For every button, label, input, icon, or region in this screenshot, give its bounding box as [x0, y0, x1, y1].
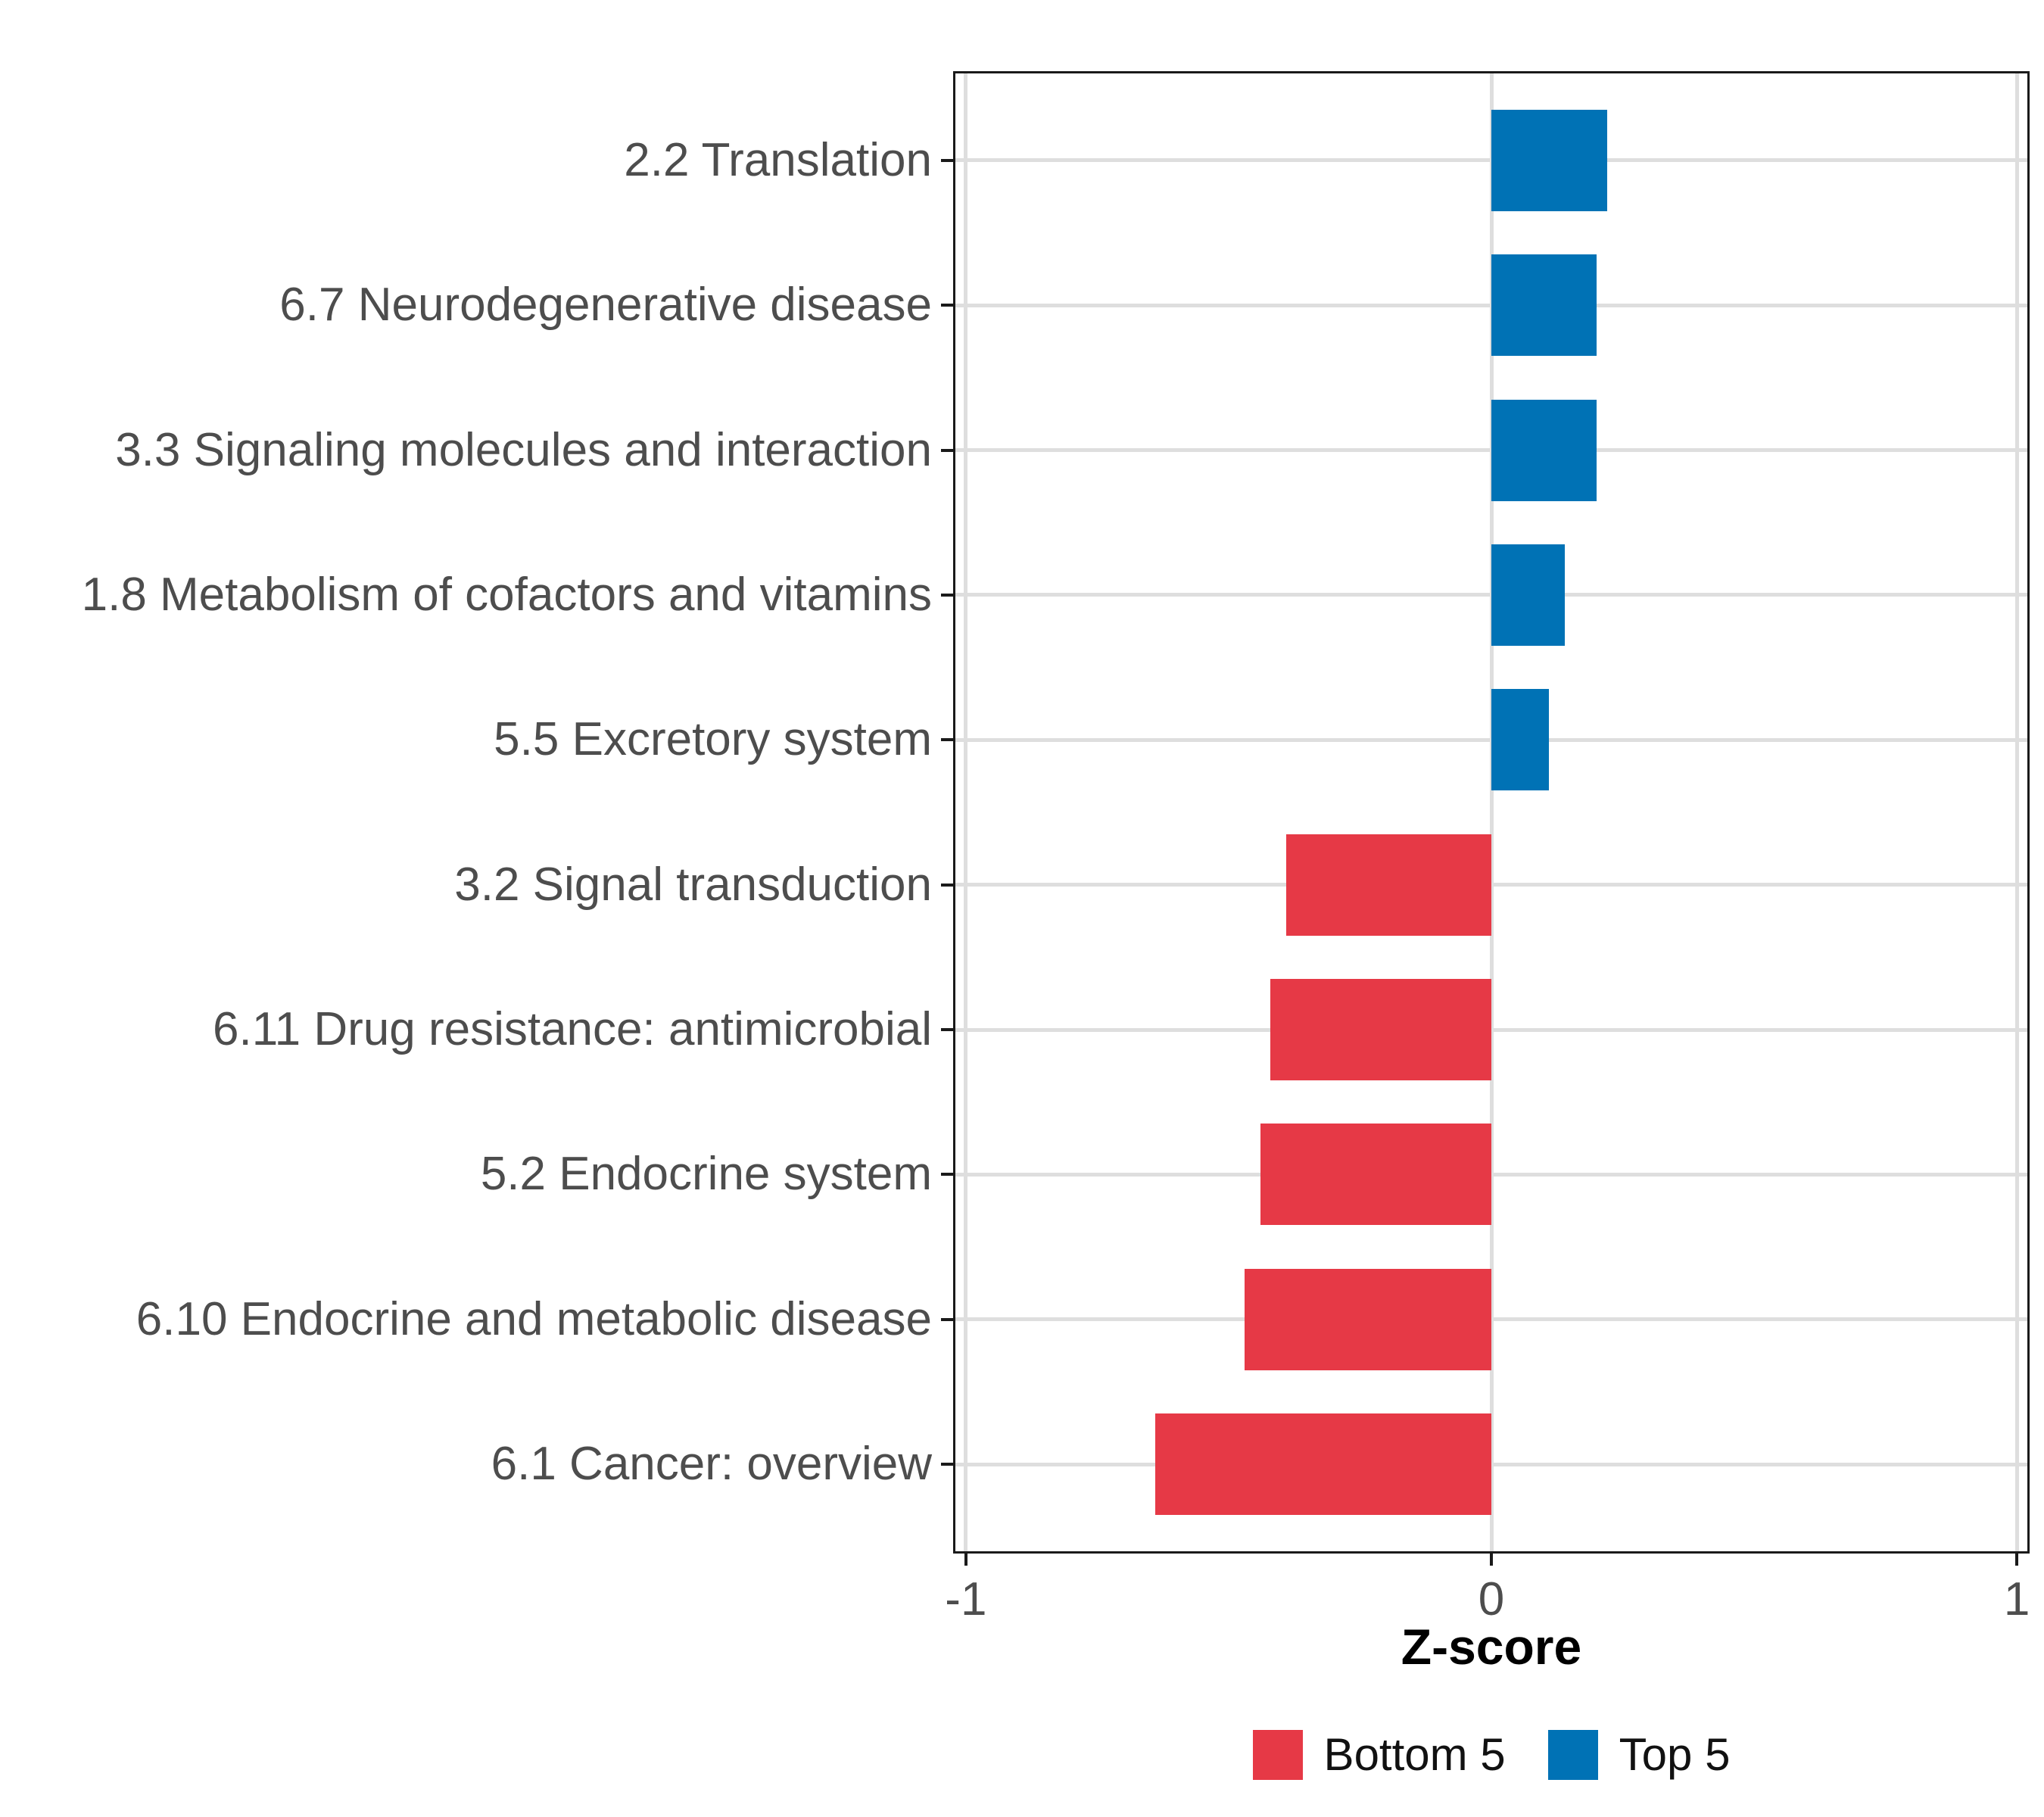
bar-6 — [1270, 979, 1491, 1081]
legend: Bottom 5 Top 5 — [953, 1728, 2030, 1781]
bar-0 — [1491, 109, 1607, 211]
legend-label-bottom5: Bottom 5 — [1323, 1729, 1506, 1780]
legend-item-top-5: Top 5 — [1547, 1729, 1731, 1780]
h-gridline-9 — [955, 1462, 2027, 1466]
v-gridline-0 — [1489, 73, 1494, 1551]
x-tick-mark-0 — [1490, 1554, 1493, 1566]
y-tick-mark-6 — [941, 1028, 953, 1032]
plot-panel — [953, 71, 2030, 1554]
legend-item-bottom-5: Bottom 5 — [1252, 1729, 1506, 1780]
y-axis-label-6: 6.11 Drug resistance: antimicrobial — [213, 1003, 932, 1056]
y-tick-mark-1 — [941, 304, 953, 307]
y-tick-mark-0 — [941, 158, 953, 162]
v-gridline-1 — [2014, 73, 2019, 1551]
y-axis-label-2: 3.3 Signaling molecules and interaction — [115, 423, 932, 476]
y-axis-label-1: 6.7 Neurodegenerative disease — [279, 279, 932, 332]
y-axis-label-9: 6.1 Cancer: overview — [491, 1438, 932, 1491]
y-axis-label-0: 2.2 Translation — [624, 133, 932, 186]
bar-3 — [1491, 544, 1566, 646]
v-gridline--1 — [964, 73, 968, 1551]
x-axis-title: Z-score — [1401, 1619, 1582, 1675]
x-tick-label-0: 0 — [1478, 1573, 1505, 1625]
y-tick-mark-9 — [941, 1463, 953, 1466]
legend-label-top5: Top 5 — [1619, 1729, 1731, 1780]
y-tick-mark-3 — [941, 593, 953, 597]
y-tick-mark-5 — [941, 883, 953, 887]
h-gridline-7 — [955, 1172, 2027, 1177]
h-gridline-8 — [955, 1317, 2027, 1322]
x-tick-mark--1 — [964, 1554, 967, 1566]
y-tick-mark-8 — [941, 1317, 953, 1321]
legend-swatch-top5 — [1547, 1730, 1598, 1780]
bar-9 — [1154, 1413, 1491, 1516]
y-axis-label-4: 5.5 Excretory system — [494, 713, 932, 766]
x-tick-label-1: 1 — [2003, 1573, 2030, 1625]
y-tick-mark-4 — [941, 738, 953, 742]
y-tick-mark-2 — [941, 448, 953, 452]
bar-4 — [1491, 689, 1550, 791]
h-gridline-6 — [955, 1027, 2027, 1032]
h-gridline-5 — [955, 883, 2027, 887]
bar-5 — [1286, 834, 1491, 936]
y-axis-label-7: 5.2 Endocrine system — [480, 1148, 932, 1201]
bar-1 — [1491, 254, 1597, 357]
y-tick-mark-7 — [941, 1173, 953, 1177]
x-tick-mark-1 — [2015, 1554, 2019, 1566]
bar-8 — [1244, 1268, 1491, 1370]
x-tick-label--1: -1 — [945, 1573, 987, 1625]
y-axis-label-8: 6.10 Endocrine and metabolic disease — [136, 1292, 932, 1345]
bar-2 — [1491, 399, 1597, 501]
legend-swatch-bottom5 — [1252, 1730, 1303, 1780]
y-axis-label-5: 3.2 Signal transduction — [454, 858, 932, 911]
y-axis-label-3: 1.8 Metabolism of cofactors and vitamins — [81, 568, 932, 621]
bar-7 — [1260, 1124, 1491, 1226]
